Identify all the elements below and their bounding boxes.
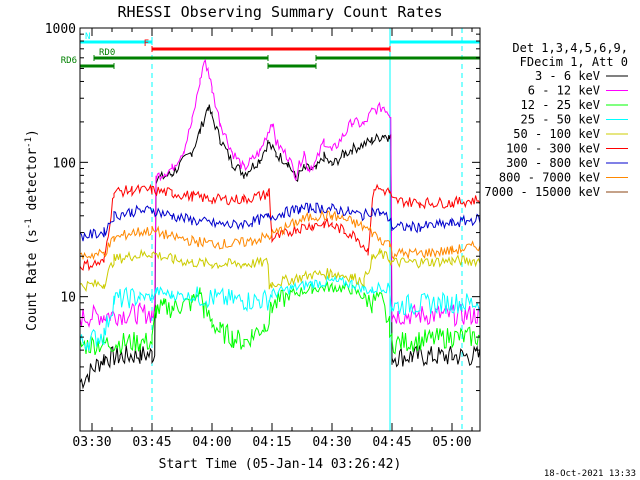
chart-title: RHESSI Observing Summary Count Rates — [117, 3, 442, 21]
series-line — [80, 280, 480, 356]
series-line — [80, 248, 480, 293]
y-axis-label-exp-1: -1 — [24, 218, 34, 229]
x-tick-label: 04:00 — [192, 435, 231, 450]
y-axis-label-part-1: Count Rate (s — [25, 229, 40, 331]
legend-label: 100 - 300 keV — [506, 142, 600, 156]
night-bar-label: N — [85, 32, 90, 42]
y-axis-label-part-3: ) — [25, 129, 40, 137]
series-layer — [80, 58, 480, 390]
legend-header-line-2: FDecim 1, Att 0 — [520, 55, 628, 69]
x-tick-label: 03:45 — [132, 435, 171, 450]
plot-frame — [79, 27, 481, 432]
legend-header-line-1: Det 1,3,4,5,6,9, — [512, 41, 628, 55]
y-axis: 10 100 1000 — [45, 22, 480, 432]
legend-label: 50 - 100 keV — [513, 127, 600, 141]
x-tick-label: 04:45 — [372, 435, 411, 450]
legend-label: 300 - 800 keV — [506, 156, 600, 170]
legend-label: 25 - 50 keV — [521, 113, 600, 127]
legend-label: 3 - 6 keV — [535, 69, 600, 83]
x-tick-label: 04:15 — [252, 435, 291, 450]
x-tick-label: 03:30 — [72, 435, 111, 450]
x-tick-label: 04:30 — [312, 435, 351, 450]
series-line — [80, 104, 480, 390]
y-axis-label: Count Rate (s-1 detector-1) — [24, 129, 40, 331]
series-line — [80, 210, 480, 261]
legend-label: 6 - 12 keV — [528, 84, 600, 98]
y-tick-label: 1000 — [45, 22, 76, 37]
rd-bar-label: RD0 — [99, 48, 115, 58]
y-axis-label-part-2: detector — [25, 148, 40, 219]
legend-label: 800 - 7000 keV — [499, 171, 600, 185]
legend-label: 7000 - 15000 keV — [484, 185, 600, 199]
y-tick-label: 100 — [53, 156, 76, 171]
x-axis-label: Start Time (05-Jan-14 03:26:42) — [159, 457, 402, 472]
series-line — [80, 202, 480, 242]
y-axis-label-exp-2: -1 — [24, 137, 34, 148]
x-tick-label: 05:00 — [432, 435, 471, 450]
series-line — [80, 58, 480, 328]
x-axis: 03:30 03:45 04:00 04:15 04:30 04:45 05:00 — [72, 28, 473, 450]
status-bars: N F RD0 RD6 — [61, 32, 481, 69]
legend-label: 12 - 25 keV — [521, 98, 600, 112]
flare-bar-label: F — [144, 39, 149, 49]
rd-bar-label: RD6 — [61, 56, 77, 66]
series-line — [80, 275, 480, 351]
footer-timestamp: 18-Oct-2021 13:33 — [544, 469, 636, 479]
y-tick-label: 10 — [60, 291, 76, 306]
